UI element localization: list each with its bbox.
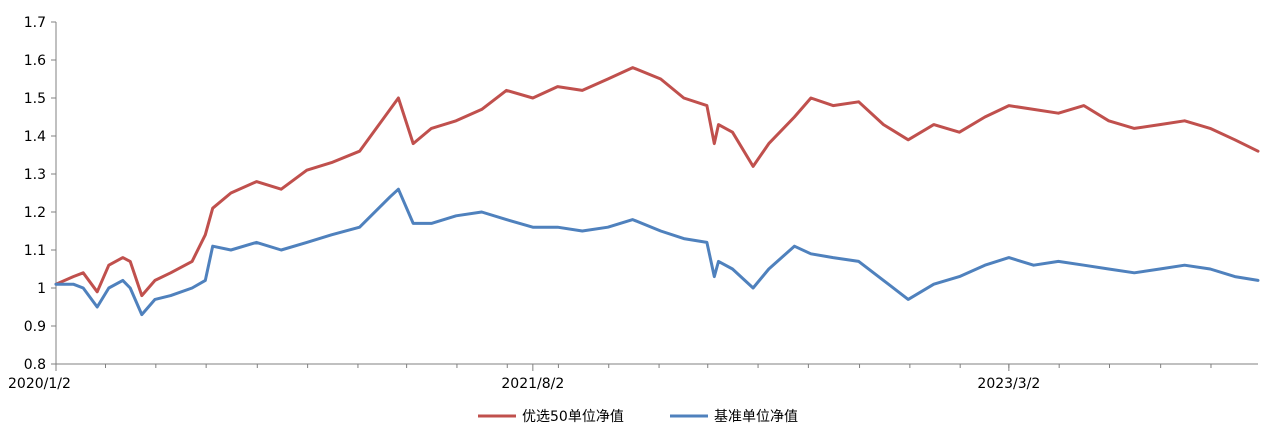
y-tick-label: 1.6: [24, 53, 46, 69]
series-line-0: [54, 66, 1260, 298]
y-tick-label: 0.9: [24, 319, 46, 335]
y-tick-label: 1.5: [24, 91, 46, 107]
y-tick-label: 1.3: [24, 167, 46, 183]
y-tick-label: 0.8: [24, 357, 46, 373]
x-tick-label: 2023/3/2: [977, 376, 1040, 392]
y-tick-label: 1.2: [24, 205, 46, 221]
legend: 优选50单位净值 基准单位净值: [478, 408, 798, 425]
legend-label-1: 基准单位净值: [714, 408, 798, 425]
y-tick-label: 1.7: [24, 15, 46, 31]
x-tick-label: 2020/1/2: [8, 376, 71, 392]
y-tick-label: 1.1: [24, 243, 46, 259]
legend-label-0: 优选50单位净值: [522, 409, 624, 425]
y-tick-label: 1.4: [24, 129, 46, 145]
y-axis: 0.8 0.9 1 1.1 1.2 1.3 1.4 1.5 1.6 1.7: [24, 15, 57, 373]
series-layer: [54, 66, 1260, 317]
x-tick-label: 2021/8/2: [501, 376, 564, 392]
y-tick-label: 1: [37, 281, 46, 297]
x-axis: 2020/1/2 2021/8/2 2023/3/2: [8, 363, 1258, 392]
series-line-1: [54, 187, 1260, 317]
